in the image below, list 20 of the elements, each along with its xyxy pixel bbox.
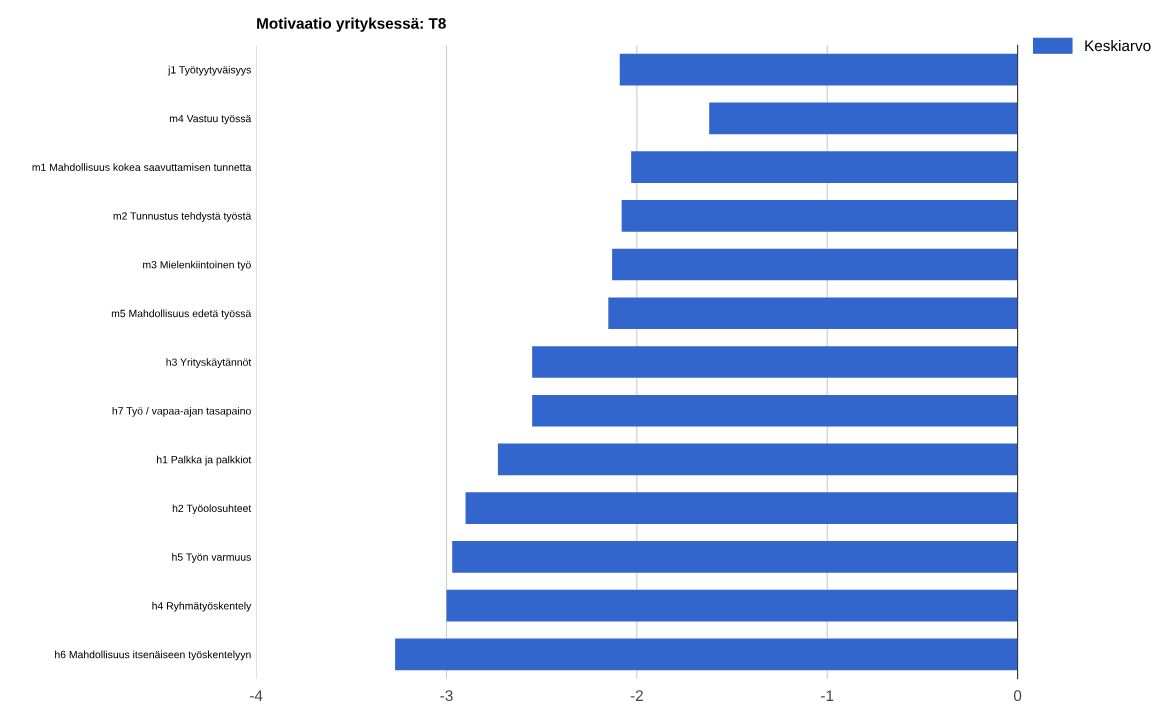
y-tick-label: h3 Yrityskäytännöt: [166, 358, 252, 368]
y-tick-label: h5 Työn varmuus: [172, 553, 251, 563]
legend-label: Keskiarvo: [1085, 39, 1151, 52]
y-tick-label: m3 Mielenkiintoinen työ: [143, 260, 251, 271]
y-tick-label: m5 Mahdollisuus edetä työssä: [111, 309, 252, 320]
y-tick-label: m2 Tunnustus tehdystä työstä: [113, 212, 252, 222]
y-tick-label: m4 Vastuu työssä: [169, 114, 252, 125]
y-tick-label: h6 Mahdollisuus itsenäiseen työskentelyyn: [55, 650, 251, 661]
y-tick-label: h4 Ryhmätyöskentely: [152, 601, 252, 612]
x-tick-label: -3: [440, 690, 453, 702]
x-tick-label: -2: [630, 690, 643, 701]
y-tick-label: h7 Työ / vapaa-ajan tasapaino: [112, 406, 251, 417]
y-tick-label: m1 Mahdollisuus kokea saavuttamisen tunnetta: [32, 163, 252, 171]
y-tick-label: j1 Työtyytyväisyys: [167, 65, 251, 76]
y-tick-label: h1 Palkka ja palkkiot: [157, 455, 252, 466]
chart-title: Motivaatio yrityksessä: T8: [257, 17, 446, 32]
x-tick-label: -1: [821, 690, 834, 701]
x-tick-label: -4: [250, 690, 263, 701]
y-tick-label: h2 Työolosuhteet: [172, 504, 252, 515]
x-tick-label: 0: [1013, 690, 1022, 702]
